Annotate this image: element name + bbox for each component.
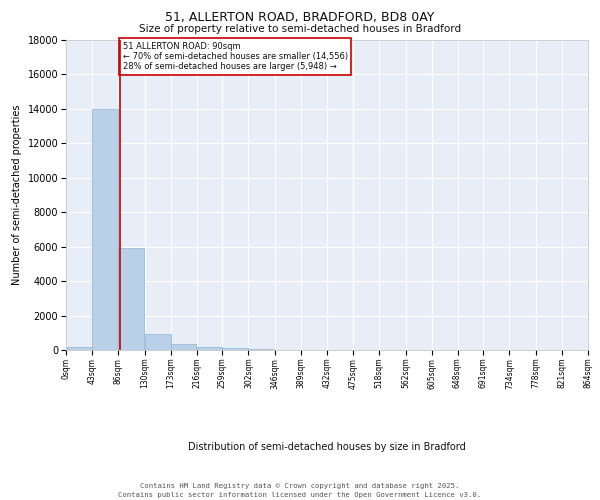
Y-axis label: Number of semi-detached properties: Number of semi-detached properties — [12, 105, 22, 285]
Bar — [66, 346, 92, 350]
Bar — [197, 347, 223, 350]
Text: 51, ALLERTON ROAD, BRADFORD, BD8 0AY: 51, ALLERTON ROAD, BRADFORD, BD8 0AY — [166, 11, 434, 24]
Bar — [145, 334, 170, 350]
Bar — [118, 248, 144, 350]
Text: 51 ALLERTON ROAD: 90sqm
← 70% of semi-detached houses are smaller (14,556)
28% o: 51 ALLERTON ROAD: 90sqm ← 70% of semi-de… — [123, 42, 348, 72]
Text: Size of property relative to semi-detached houses in Bradford: Size of property relative to semi-detach… — [139, 24, 461, 34]
Text: Distribution of semi-detached houses by size in Bradford: Distribution of semi-detached houses by … — [188, 442, 466, 452]
Bar — [92, 109, 118, 350]
Bar — [170, 344, 196, 350]
Bar — [223, 348, 248, 350]
Text: Contains HM Land Registry data © Crown copyright and database right 2025.
Contai: Contains HM Land Registry data © Crown c… — [118, 483, 482, 498]
Bar — [248, 349, 274, 350]
